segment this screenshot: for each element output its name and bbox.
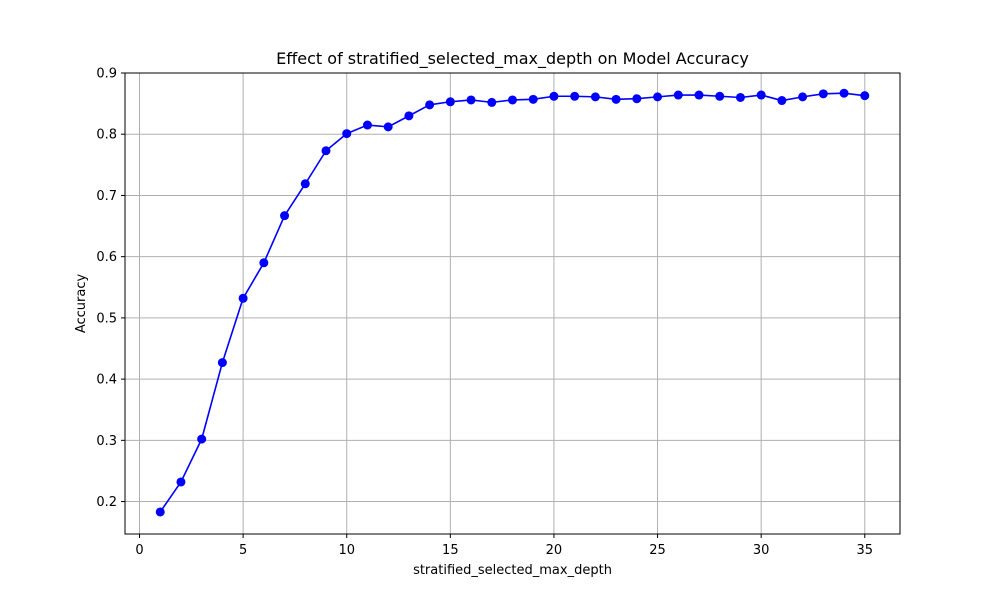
data-point [549, 91, 559, 101]
x-tick-label: 10 [338, 543, 355, 558]
data-point [259, 258, 269, 268]
data-point [342, 129, 352, 139]
data-point [487, 97, 497, 107]
plot-frame [124, 72, 901, 535]
x-tick-label: 5 [239, 543, 247, 558]
data-point [570, 91, 580, 101]
data-point [715, 91, 725, 101]
data-point [508, 95, 517, 105]
data-point [383, 122, 393, 132]
data-point [404, 111, 414, 121]
data-point [611, 94, 621, 104]
data-point [300, 179, 310, 189]
x-tick-label: 35 [856, 543, 873, 558]
y-tick-label: 0.7 [96, 189, 117, 204]
x-axis-label: stratified_selected_max_depth [413, 563, 612, 578]
y-tick-label: 0.5 [96, 311, 117, 326]
y-tick-label: 0.6 [96, 250, 117, 265]
data-point [818, 89, 828, 99]
data-point [694, 90, 704, 100]
data-point [632, 94, 642, 104]
x-tick-label: 20 [546, 543, 563, 558]
grid-layer [125, 72, 900, 534]
data-point [425, 100, 435, 110]
data-point [321, 146, 331, 156]
data-point [756, 90, 766, 100]
data-point [466, 95, 476, 105]
data-point [798, 92, 808, 102]
data-point [280, 211, 290, 221]
data-point [673, 90, 683, 100]
data-point [860, 91, 870, 101]
x-tick-label: 15 [442, 543, 459, 558]
data-point [238, 293, 248, 303]
x-tick-label: 25 [649, 543, 666, 558]
data-point [653, 92, 663, 102]
y-tick-label: 0.8 [96, 128, 117, 143]
data-point [176, 477, 186, 487]
data-point [197, 434, 207, 444]
series-layer [155, 88, 870, 517]
y-tick-label: 0.4 [96, 373, 117, 388]
data-point [735, 92, 745, 102]
y-axis-label: Accuracy [74, 274, 89, 334]
y-tick-label: 0.3 [96, 434, 117, 449]
data-point [839, 88, 849, 98]
data-point [590, 92, 600, 102]
data-point [362, 120, 372, 130]
tick-layer: 0 5 10 15 20 25 30 35 0.2 0.3 0.4 0.5 0.6 0.7 0.8 0.9 [96, 67, 873, 559]
x-tick-label: 0 [135, 543, 143, 558]
y-tick-label: 0.9 [96, 67, 117, 82]
chart-title: Effect of stratified_selected_max_depth … [276, 49, 749, 69]
x-tick-label: 30 [753, 543, 770, 558]
data-point [777, 96, 787, 106]
y-tick-label: 0.2 [96, 495, 117, 510]
data-point [217, 358, 227, 368]
data-point [445, 97, 455, 107]
data-point [528, 94, 538, 104]
data-point [155, 507, 165, 517]
